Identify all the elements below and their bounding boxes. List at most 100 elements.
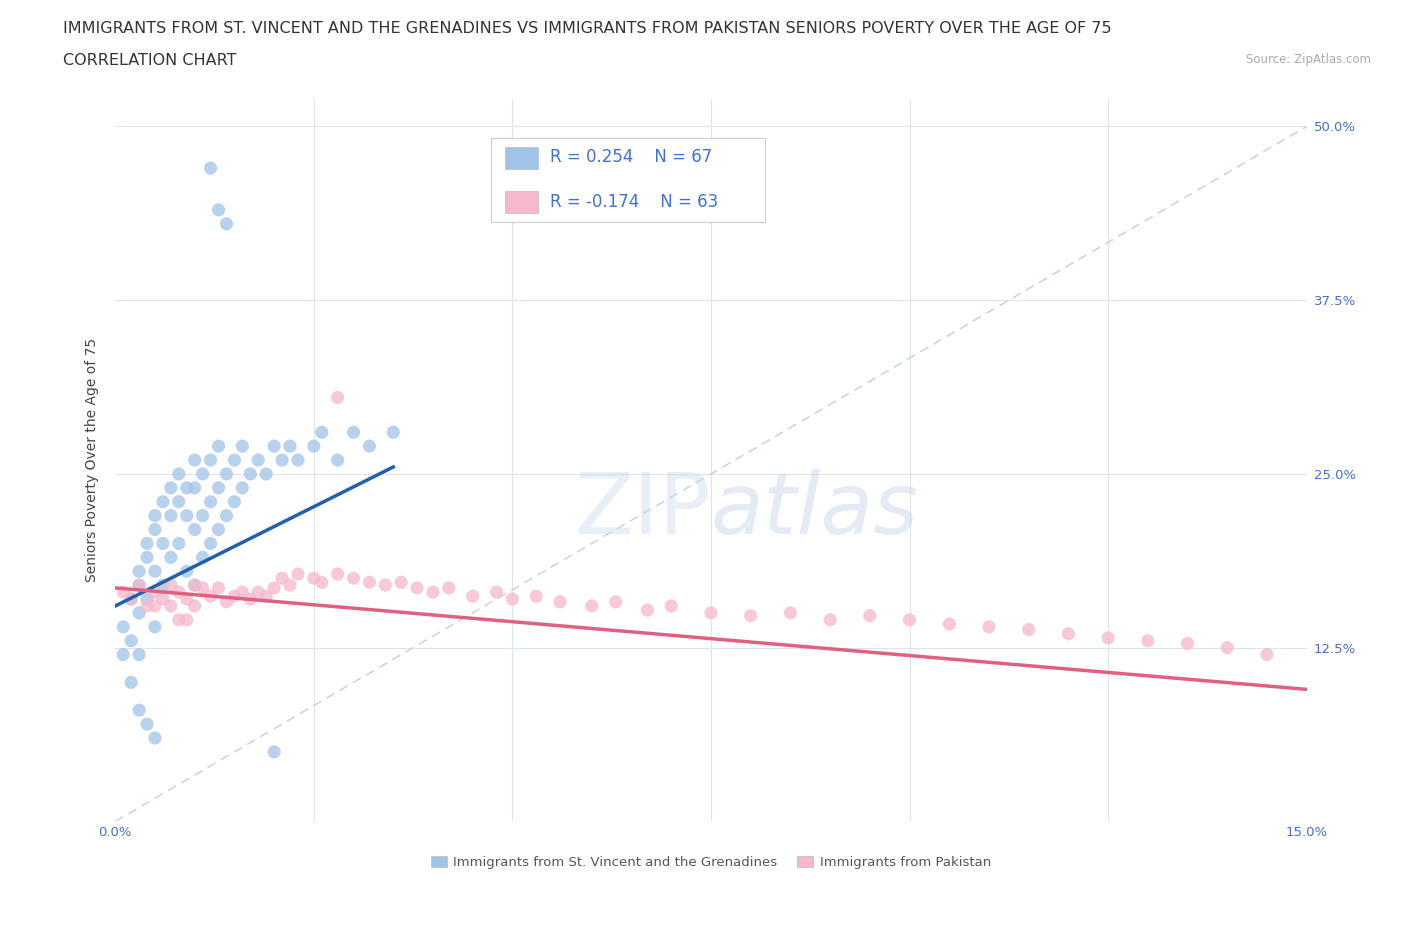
Bar bbox=[505, 192, 538, 213]
Point bbox=[183, 481, 205, 496]
Point bbox=[406, 580, 429, 595]
Point bbox=[160, 550, 183, 565]
Point bbox=[254, 467, 277, 482]
Point bbox=[239, 591, 262, 606]
Point bbox=[200, 161, 222, 176]
Y-axis label: Seniors Poverty Over the Age of 75: Seniors Poverty Over the Age of 75 bbox=[86, 338, 100, 582]
Point bbox=[136, 536, 159, 551]
Point bbox=[152, 591, 174, 606]
Point bbox=[207, 580, 229, 595]
Point bbox=[136, 550, 159, 565]
Point bbox=[1216, 640, 1239, 655]
Text: atlas: atlas bbox=[711, 469, 920, 552]
Point bbox=[112, 619, 135, 634]
Point bbox=[120, 591, 142, 606]
Point bbox=[183, 453, 205, 468]
Point bbox=[128, 703, 150, 718]
Point bbox=[263, 744, 285, 759]
Point bbox=[128, 605, 150, 620]
Point bbox=[191, 467, 214, 482]
Point bbox=[263, 439, 285, 454]
Point bbox=[302, 571, 325, 586]
Point bbox=[342, 571, 364, 586]
Point bbox=[287, 453, 309, 468]
Point bbox=[176, 564, 198, 578]
Point bbox=[287, 566, 309, 581]
Point bbox=[231, 439, 253, 454]
Point bbox=[136, 717, 159, 732]
Point bbox=[1136, 633, 1159, 648]
Point bbox=[461, 589, 484, 604]
Point bbox=[278, 578, 301, 592]
Point bbox=[215, 594, 238, 609]
Point bbox=[740, 608, 762, 623]
Point bbox=[143, 508, 166, 523]
Point bbox=[207, 481, 229, 496]
Point bbox=[112, 585, 135, 600]
Point bbox=[183, 578, 205, 592]
Point bbox=[247, 585, 270, 600]
Point bbox=[160, 508, 183, 523]
Point bbox=[224, 495, 246, 510]
Point bbox=[938, 617, 960, 631]
Point bbox=[176, 481, 198, 496]
Point bbox=[207, 522, 229, 537]
Point bbox=[302, 439, 325, 454]
Point bbox=[183, 599, 205, 614]
Point bbox=[143, 731, 166, 746]
Text: ZIP: ZIP bbox=[575, 469, 711, 552]
Point bbox=[183, 522, 205, 537]
Point bbox=[120, 675, 142, 690]
Point bbox=[143, 599, 166, 614]
Point bbox=[326, 453, 349, 468]
Point bbox=[659, 599, 682, 614]
Point bbox=[437, 580, 460, 595]
Point bbox=[374, 578, 396, 592]
Point bbox=[779, 605, 801, 620]
Point bbox=[485, 585, 508, 600]
Point bbox=[818, 613, 841, 628]
Point bbox=[1256, 647, 1278, 662]
Point bbox=[263, 580, 285, 595]
Point bbox=[191, 580, 214, 595]
Point bbox=[167, 536, 190, 551]
Text: R = 0.254    N = 67: R = 0.254 N = 67 bbox=[550, 148, 713, 166]
Point bbox=[1018, 622, 1040, 637]
Point bbox=[128, 647, 150, 662]
Point bbox=[200, 536, 222, 551]
Point bbox=[152, 536, 174, 551]
Legend: Immigrants from St. Vincent and the Grenadines, Immigrants from Pakistan: Immigrants from St. Vincent and the Gren… bbox=[432, 856, 991, 869]
Point bbox=[700, 605, 723, 620]
Point bbox=[1097, 631, 1119, 645]
Point bbox=[191, 550, 214, 565]
Point bbox=[200, 589, 222, 604]
Point bbox=[176, 591, 198, 606]
Point bbox=[120, 591, 142, 606]
Point bbox=[215, 467, 238, 482]
Point bbox=[311, 425, 333, 440]
Point bbox=[215, 508, 238, 523]
Point bbox=[382, 425, 405, 440]
Point bbox=[326, 390, 349, 405]
Text: Source: ZipAtlas.com: Source: ZipAtlas.com bbox=[1246, 53, 1371, 66]
Text: R = -0.174    N = 63: R = -0.174 N = 63 bbox=[550, 193, 718, 211]
Point bbox=[128, 578, 150, 592]
Point bbox=[278, 439, 301, 454]
Point bbox=[271, 453, 294, 468]
Point bbox=[143, 522, 166, 537]
Point bbox=[422, 585, 444, 600]
Point bbox=[152, 578, 174, 592]
Point bbox=[231, 481, 253, 496]
Point bbox=[1057, 626, 1080, 641]
Point bbox=[176, 508, 198, 523]
Point bbox=[143, 585, 166, 600]
Point bbox=[231, 585, 253, 600]
Point bbox=[136, 599, 159, 614]
Point bbox=[143, 564, 166, 578]
Point bbox=[183, 578, 205, 592]
FancyBboxPatch shape bbox=[491, 139, 765, 221]
Point bbox=[215, 217, 238, 232]
Point bbox=[160, 578, 183, 592]
Point bbox=[191, 508, 214, 523]
Point bbox=[359, 575, 381, 590]
